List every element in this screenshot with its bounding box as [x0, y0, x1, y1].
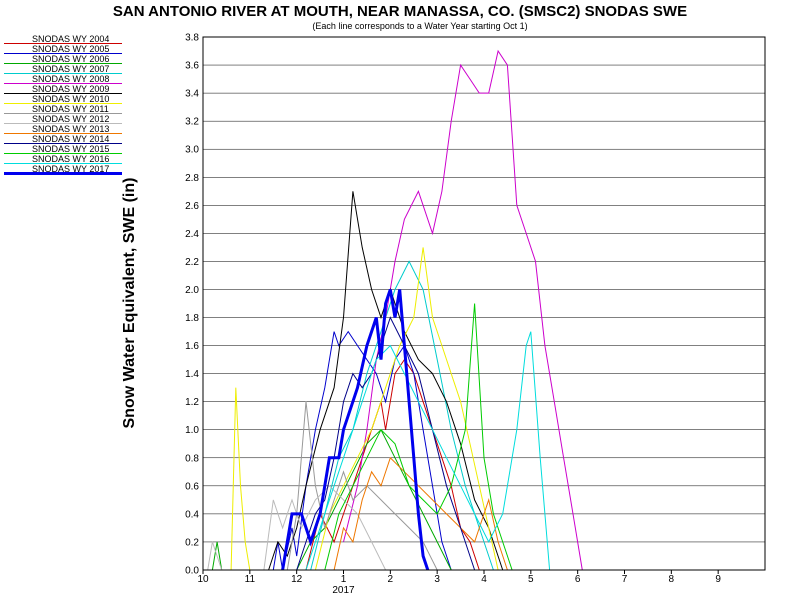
series-line [333, 456, 508, 571]
y-tick-label: 2.2 [185, 257, 199, 268]
x-tick-label: 9 [715, 574, 721, 585]
legend-item: SNODAS WY 2007 [4, 64, 144, 75]
x-tick-label: 4 [481, 574, 487, 585]
legend-label: SNODAS WY 2014 [32, 134, 110, 144]
y-tick-label: 1.4 [185, 369, 199, 380]
legend-item: SNODAS WY 2012 [4, 114, 144, 125]
y-tick-label: 1.8 [185, 313, 199, 324]
legend-item: SNODAS WY 2008 [4, 74, 144, 85]
legend-label: SNODAS WY 2004 [32, 34, 110, 44]
series-line [281, 289, 430, 571]
y-tick-label: 3.6 [185, 61, 199, 72]
legend-swatch [4, 63, 122, 64]
legend-swatch [4, 123, 122, 124]
legend-label: SNODAS WY 2017 [32, 164, 110, 174]
series-line [324, 303, 513, 571]
legend-swatch [4, 153, 122, 154]
x-tick-label: 12 [291, 574, 303, 585]
x-tick-label: 2 [388, 574, 394, 585]
legend-item: SNODAS WY 2006 [4, 54, 144, 65]
y-tick-label: 1.2 [185, 397, 199, 408]
legend-item: SNODAS WY 2011 [4, 104, 144, 115]
series-line [211, 428, 452, 571]
legend-swatch [4, 83, 122, 84]
legend-label: SNODAS WY 2015 [32, 144, 110, 154]
legend-swatch [4, 93, 122, 94]
legend-item: SNODAS WY 2009 [4, 84, 144, 95]
legend-label: SNODAS WY 2008 [32, 74, 110, 84]
legend-swatch [4, 133, 122, 134]
y-tick-label: 3.2 [185, 117, 199, 128]
legend-item: SNODAS WY 2017 [4, 164, 144, 175]
y-tick-label: 0.8 [185, 453, 199, 464]
legend-swatch [4, 172, 122, 175]
series-line [310, 260, 494, 571]
plot-frame [202, 36, 766, 571]
chart-subtitle: (Each line corresponds to a Water Year s… [312, 21, 528, 31]
y-tick-label: 1.0 [185, 425, 199, 436]
x-tick-label: 8 [669, 574, 675, 585]
x-tick-label: 11 [245, 574, 256, 585]
y-tick-label: 0.2 [185, 537, 199, 548]
series-line [296, 316, 476, 571]
y-tick-label: 3.4 [185, 89, 199, 100]
y-tick-label: 3.0 [185, 145, 199, 156]
y-tick-label: 0.0 [185, 566, 199, 577]
legend-label: SNODAS WY 2012 [32, 114, 110, 124]
y-tick-label: 0.4 [185, 509, 199, 520]
legend-swatch [4, 113, 122, 114]
legend-label: SNODAS WY 2005 [32, 44, 110, 54]
chart-title: SAN ANTONIO RIVER AT MOUTH, NEAR MANASSA… [112, 3, 688, 20]
y-tick-label: 3.8 [185, 33, 199, 44]
series-line [343, 49, 583, 571]
series-line [286, 401, 438, 571]
legend-label: SNODAS WY 2006 [32, 54, 110, 64]
legend-item: SNODAS WY 2013 [4, 124, 144, 135]
x-tick-label: 1 [341, 574, 347, 585]
legend-swatch [4, 143, 122, 144]
legend-item: SNODAS WY 2016 [4, 154, 144, 165]
series-line [305, 331, 551, 571]
legend-label: SNODAS WY 2009 [32, 84, 110, 94]
x-tick-label: 6 [575, 574, 581, 585]
legend-swatch [4, 43, 122, 44]
legend-swatch [4, 163, 122, 164]
legend-item: SNODAS WY 2004 [4, 34, 144, 45]
legend-swatch [4, 103, 122, 104]
y-tick-label: 2.0 [185, 285, 199, 296]
legend-item: SNODAS WY 2015 [4, 144, 144, 155]
legend-item: SNODAS WY 2014 [4, 134, 144, 145]
y-tick-label: 0.6 [185, 481, 199, 492]
x-tick-label: 7 [622, 574, 628, 585]
series-line [268, 191, 504, 571]
series-line [230, 247, 499, 571]
legend-label: SNODAS WY 2011 [32, 104, 109, 114]
y-tick-label: 2.4 [185, 229, 199, 240]
series-line [305, 358, 480, 571]
x-year-label: 2017 [332, 585, 355, 596]
legend-swatch [4, 73, 122, 74]
y-tick-label: 2.8 [185, 173, 199, 184]
legend-label: SNODAS WY 2013 [32, 124, 110, 134]
y-tick-label: 2.6 [185, 201, 199, 212]
legend-item: SNODAS WY 2005 [4, 44, 144, 55]
x-tick-label: 10 [197, 574, 209, 585]
y-tick-label: 1.6 [185, 341, 199, 352]
legend: SNODAS WY 2004 SNODAS WY 2005 SNODAS WY 20… [4, 34, 144, 175]
x-tick-label: 3 [434, 574, 440, 585]
x-tick-label: 5 [528, 574, 534, 585]
legend-label: SNODAS WY 2007 [32, 64, 110, 74]
legend-swatch [4, 53, 122, 54]
legend-item: SNODAS WY 2010 [4, 94, 144, 105]
legend-label: SNODAS WY 2010 [32, 94, 110, 104]
legend-label: SNODAS WY 2016 [32, 154, 110, 164]
